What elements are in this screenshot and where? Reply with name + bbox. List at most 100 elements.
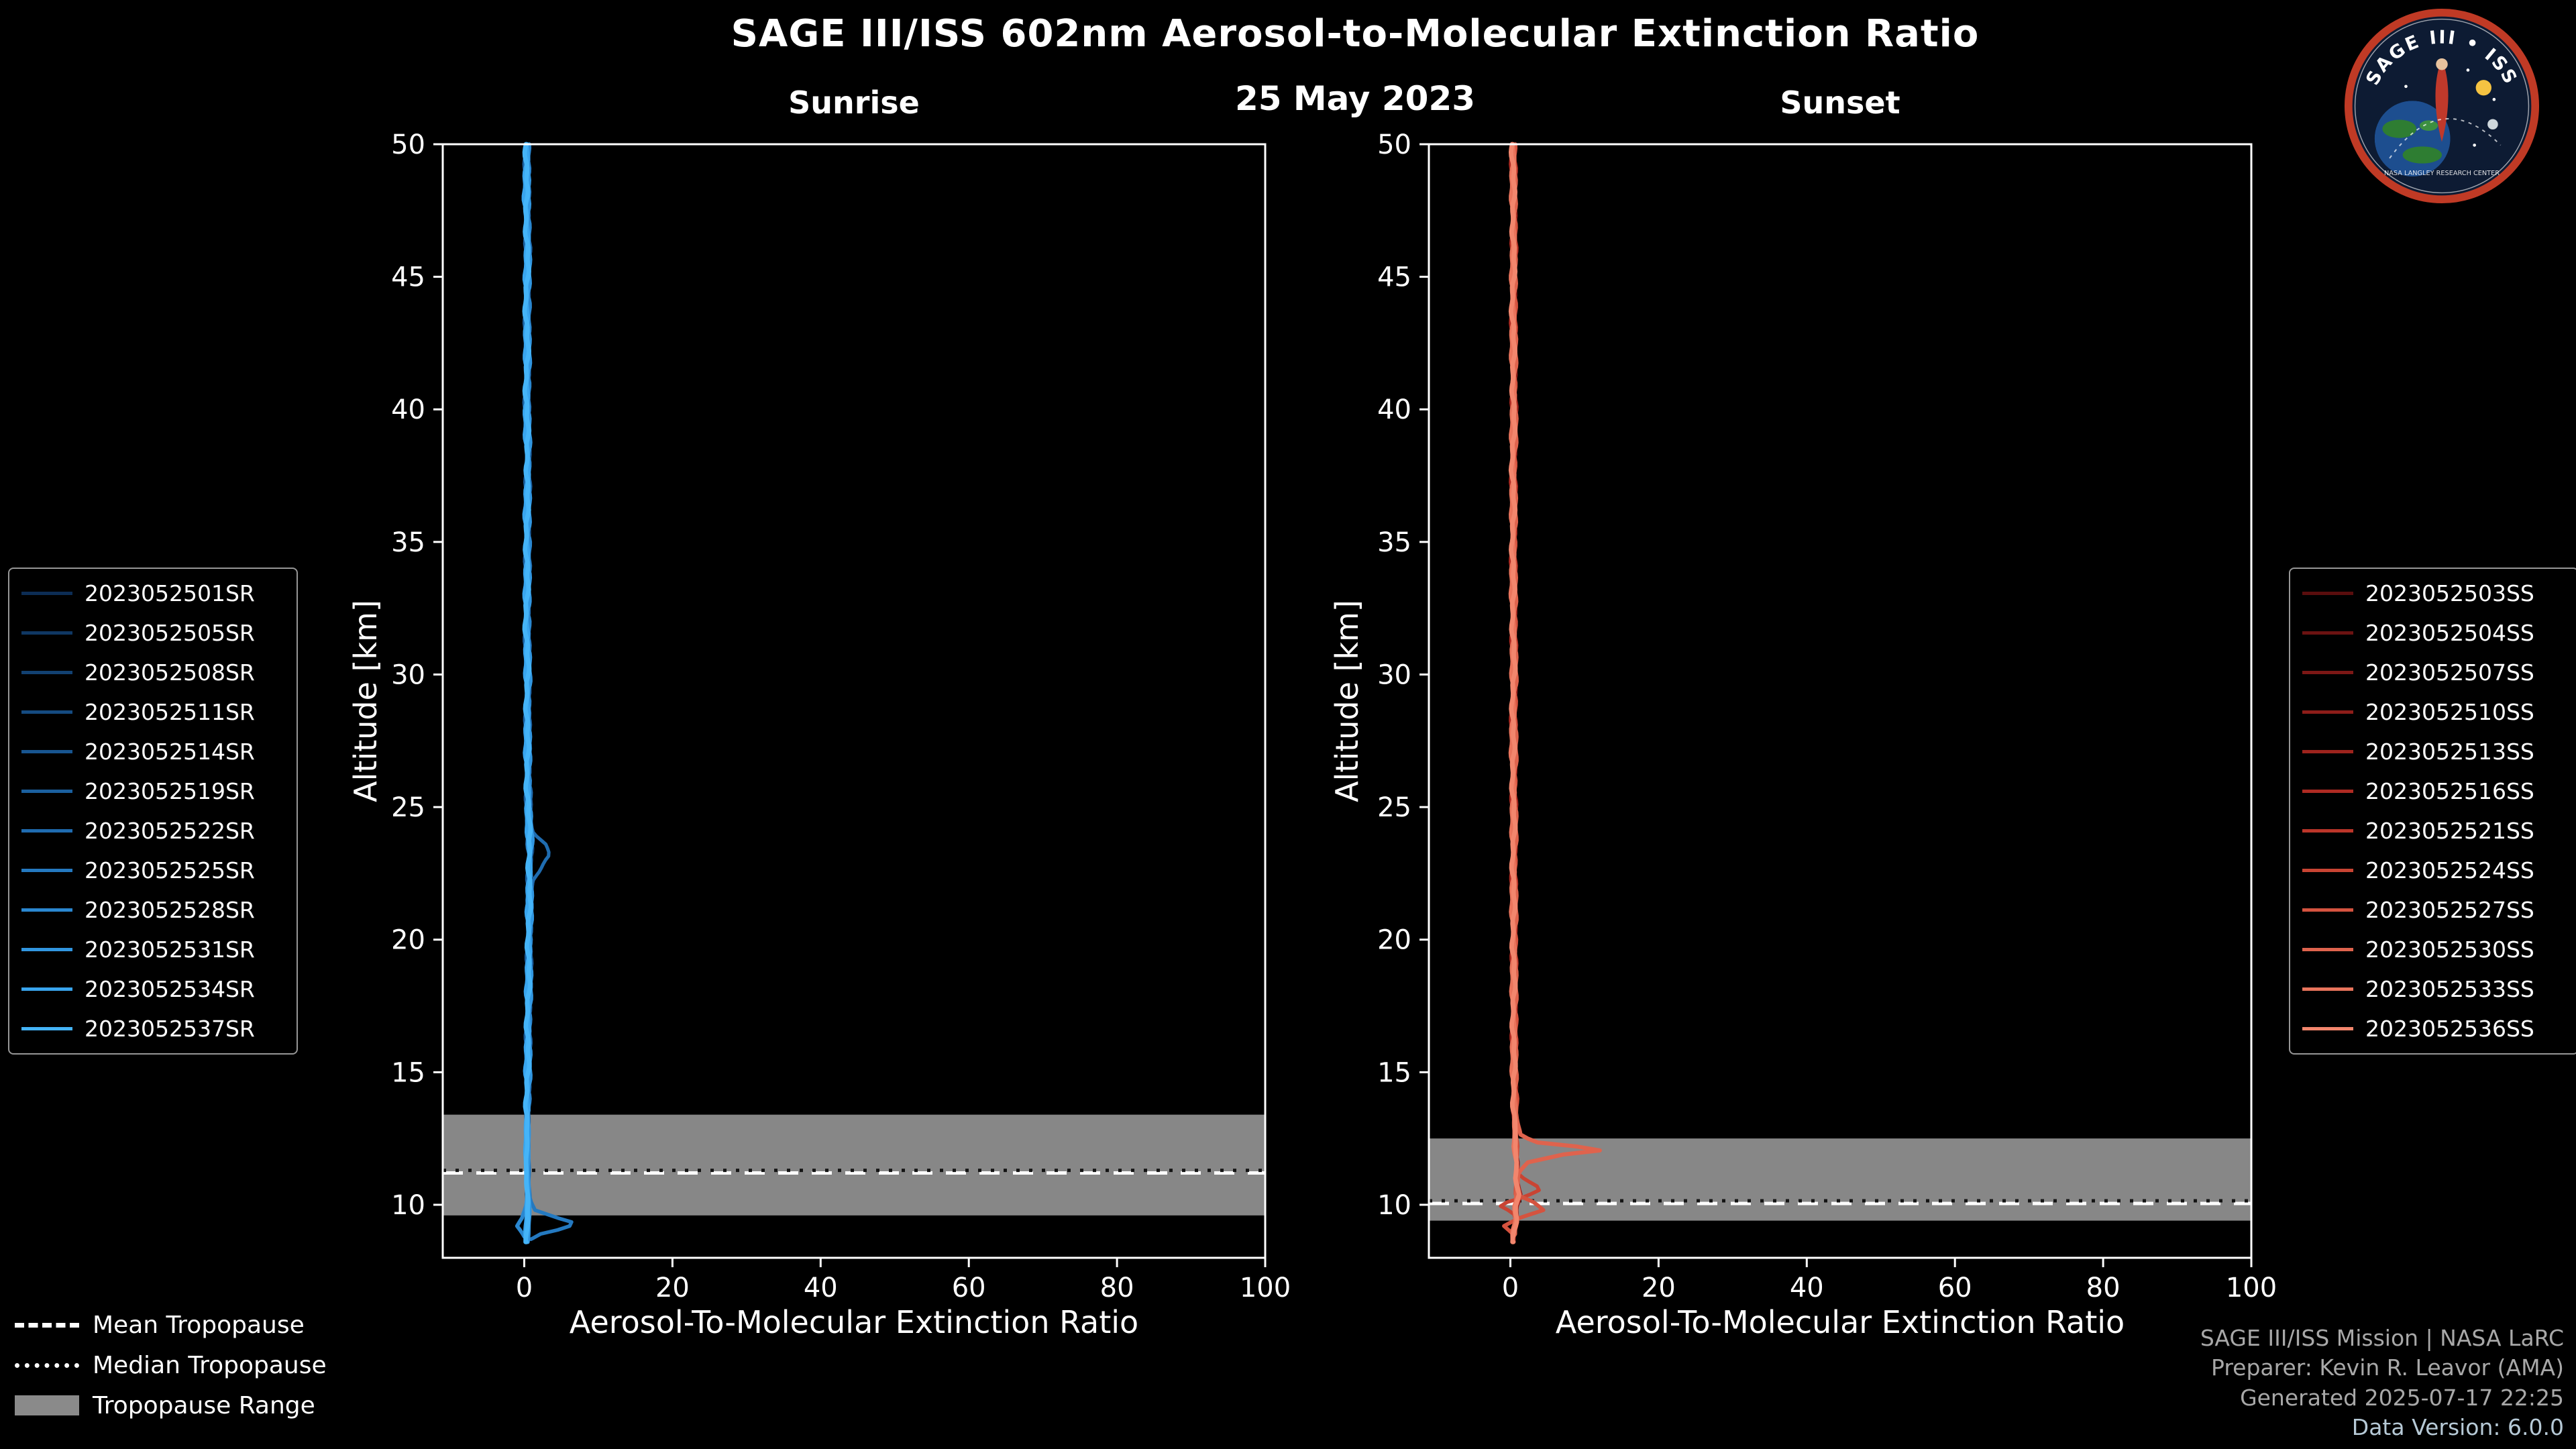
legend-item: 2023052511SR	[21, 697, 284, 727]
profile-line-2023052536SS	[1508, 142, 1522, 1244]
x-tick-label: 80	[1100, 1273, 1134, 1303]
x-tick-label: 60	[952, 1273, 986, 1303]
y-tick-label: 15	[391, 1057, 425, 1088]
axes-border	[441, 143, 1267, 1259]
legend-line-swatch-icon	[21, 1027, 72, 1030]
profile-line-2023052524SS	[1499, 142, 1541, 1236]
legend-label: 2023052536SS	[2365, 1016, 2534, 1042]
legend-item: 2023052510SS	[2302, 697, 2565, 727]
y-tick-label: 25	[1377, 792, 1411, 823]
legend-line-swatch-icon	[2302, 710, 2353, 714]
y-tick-label: 45	[1377, 262, 1411, 293]
legend-line-swatch-icon	[21, 790, 72, 793]
profile-line-2023052537SR	[522, 142, 533, 1244]
figure-title: SAGE III/ISS 602nm Aerosol-to-Molecular …	[731, 12, 1980, 56]
legend-item: 2023052516SS	[2302, 776, 2565, 806]
legend-item: 2023052514SR	[21, 737, 284, 767]
legend-item: 2023052505SR	[21, 618, 284, 648]
y-tick-label: 25	[391, 792, 425, 823]
moon-icon	[2487, 119, 2498, 130]
legend-label: 2023052534SR	[85, 976, 255, 1002]
y-tick-label: 20	[391, 925, 425, 956]
credit-preparer: Preparer: Kevin R. Leavor (AMA)	[2211, 1354, 2564, 1381]
dotted-line-swatch-icon	[15, 1362, 79, 1368]
robed-figure-icon	[2435, 58, 2449, 142]
legend-line-swatch-icon	[21, 908, 72, 912]
y-tick-label: 40	[391, 394, 425, 425]
legend-line-swatch-icon	[21, 750, 72, 753]
sunrise-y-axis-label: Altitude [km]	[347, 600, 384, 802]
axes-border	[1428, 143, 2253, 1259]
credit-data-version: Data Version: 6.0.0	[2351, 1413, 2564, 1440]
legend-label: 2023052524SS	[2365, 857, 2534, 883]
legend-item: 2023052519SR	[21, 776, 284, 806]
legend-item: 2023052536SS	[2302, 1014, 2565, 1044]
credit-generated: Generated 2025-07-17 22:25	[2240, 1384, 2564, 1411]
legend-item: 2023052537SR	[21, 1014, 284, 1044]
y-tick-label: 10	[1377, 1190, 1411, 1221]
y-tick-label: 30	[1377, 659, 1411, 690]
tropopause-range-band	[1429, 1138, 2251, 1221]
tropopause-range-legend-item: Tropopause Range	[15, 1390, 327, 1421]
legend-line-swatch-icon	[21, 987, 72, 991]
legend-item: 2023052533SS	[2302, 974, 2565, 1004]
legend-item: 2023052534SR	[21, 974, 284, 1004]
legend-line-swatch-icon	[2302, 631, 2353, 635]
legend-label: 2023052510SS	[2365, 699, 2534, 725]
legend-label: 2023052533SS	[2365, 976, 2534, 1002]
legend-item: 2023052527SS	[2302, 895, 2565, 925]
legend-label: 2023052501SR	[85, 580, 255, 606]
legend-label: 2023052519SR	[85, 778, 255, 804]
legend-line-swatch-icon	[21, 829, 72, 833]
legend-line-swatch-icon	[2302, 829, 2353, 833]
x-tick-label: 80	[2086, 1273, 2121, 1303]
sunrise-series-legend: 2023052501SR 2023052505SR 2023052508SR 2023…	[8, 568, 298, 1055]
legend-item: 2023052531SR	[21, 934, 284, 965]
legend-line-swatch-icon	[2302, 987, 2353, 991]
sunrise-plot-area: 0 20 40 60 80 100 10 15 20 25 30 35 40 45 50	[391, 129, 1291, 1303]
sunset-chart: 0 20 40 60 80 100 10 15 20 25 30 35 40 45 50	[1377, 129, 2277, 1303]
y-tick-label: 10	[391, 1190, 425, 1221]
legend-line-swatch-icon	[21, 631, 72, 635]
legend-item: 2023052513SS	[2302, 737, 2565, 767]
tropopause-range-band	[443, 1114, 1265, 1216]
sunrise-panel-title: Sunrise	[788, 85, 920, 121]
patch-subtitle-text: NASA LANGLEY RESEARCH CENTER	[2384, 170, 2500, 177]
legend-label: 2023052516SS	[2365, 778, 2534, 804]
mean-tropopause-label: Mean Tropopause	[93, 1311, 305, 1339]
credits-block: SAGE III/ISS Mission | NASA LaRC Prepare…	[2200, 1324, 2564, 1442]
legend-item: 2023052530SS	[2302, 934, 2565, 965]
legend-line-swatch-icon	[21, 869, 72, 872]
legend-item: 2023052508SR	[21, 657, 284, 688]
legend-item: 2023052524SS	[2302, 855, 2565, 885]
y-tick-label: 35	[391, 527, 425, 558]
range-patch-swatch-icon	[15, 1395, 79, 1415]
mission-patch-icon: SAGE III • ISS NASA LANGLEY RESEARCH CEN…	[2344, 8, 2540, 204]
tropopause-range-label: Tropopause Range	[93, 1391, 315, 1419]
legend-label: 2023052537SR	[85, 1016, 255, 1042]
legend-line-swatch-icon	[21, 592, 72, 595]
legend-item: 2023052528SR	[21, 895, 284, 925]
legend-label: 2023052527SS	[2365, 897, 2534, 923]
tropopause-legend: Mean Tropopause Median Tropopause Tropop…	[15, 1309, 327, 1421]
legend-label: 2023052511SR	[85, 699, 255, 725]
legend-line-swatch-icon	[21, 948, 72, 951]
legend-label: 2023052525SR	[85, 857, 255, 883]
y-tick-label: 20	[1377, 925, 1411, 956]
sunrise-x-axis-label: Aerosol-To-Molecular Extinction Ratio	[569, 1304, 1139, 1340]
legend-label: 2023052521SS	[2365, 818, 2534, 844]
legend-item: 2023052521SS	[2302, 816, 2565, 846]
x-tick-label: 0	[516, 1273, 533, 1303]
sunset-plot-area: 0 20 40 60 80 100 10 15 20 25 30 35 40 45 50	[1377, 129, 2277, 1303]
sunset-series-legend: 2023052503SS 2023052504SS 2023052507SS 2023…	[2289, 568, 2576, 1055]
x-tick-label: 20	[1642, 1273, 1676, 1303]
legend-item: 2023052503SS	[2302, 578, 2565, 608]
legend-label: 2023052507SS	[2365, 659, 2534, 686]
mean-tropopause-legend-item: Mean Tropopause	[15, 1309, 327, 1340]
sage-iii-iss-logo: SAGE III • ISS NASA LANGLEY RESEARCH CEN…	[2344, 8, 2540, 204]
legend-label: 2023052528SR	[85, 897, 255, 923]
y-tick-label: 50	[1377, 129, 1411, 160]
x-tick-label: 40	[1790, 1273, 1824, 1303]
y-tick-label: 15	[1377, 1057, 1411, 1088]
sunset-panel-title: Sunset	[1780, 85, 1900, 121]
